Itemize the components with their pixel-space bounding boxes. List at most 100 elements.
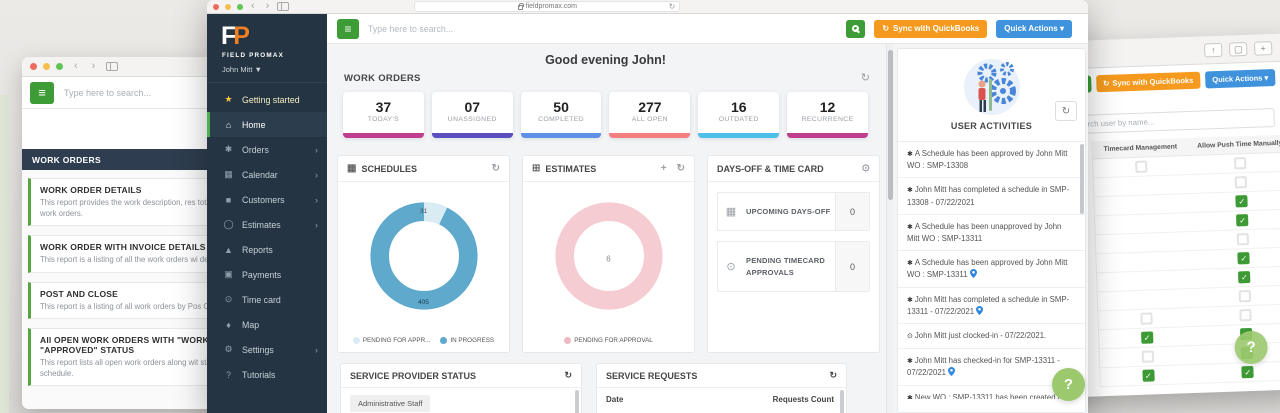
scrollbar[interactable] [840,390,844,413]
sidebar-item-time-card[interactable]: ⊙ Time card [207,287,327,312]
global-search-input[interactable] [368,23,838,34]
list-item[interactable]: ✱New WO : SMP-13311 has been created by … [898,386,1085,399]
list-item[interactable]: ✱ John Mitt has checked-in for SMP-13311 … [898,349,1085,386]
menu-button[interactable]: ≡ [30,81,54,104]
orders-icon: ✱ [224,144,233,154]
minimize-window-button[interactable] [225,3,231,10]
push-time-checkbox[interactable]: ✓ [1236,214,1249,227]
sidebar-item-reports[interactable]: ▲ Reports [207,237,327,262]
share-icon[interactable]: ↑ [1203,42,1223,57]
app-topbar: ≡ ↻Sync with QuickBooks Quick Actions ▾ [327,14,1088,44]
push-time-checkbox[interactable] [1236,233,1250,246]
sidebar-item-orders[interactable]: ✱ Orders › [207,137,327,162]
push-time-checkbox[interactable]: ✓ [1235,195,1248,208]
list-item[interactable]: ✱ John Mitt has completed a schedule in S… [898,178,1085,215]
new-tab-icon[interactable]: + [1253,40,1273,56]
sidebar-item-home[interactable]: ⌂ Home [207,112,327,137]
back-icon[interactable]: ‹ [74,60,78,72]
push-time-checkbox[interactable] [1234,157,1247,170]
list-item[interactable]: ⊙ John Mitt just clocked-in - 07/22/2021. [898,324,1085,350]
sidebar-toggle-icon[interactable] [106,62,119,71]
upcoming-daysoff-row[interactable]: ▦ UPCOMING DAYS-OFF 0 [717,192,870,232]
push-time-checkbox[interactable]: ✓ [1237,252,1250,265]
row-label: PENDING TIMECARD APPROVALS [746,256,826,277]
sidebar-item-payments[interactable]: ▣ Payments [207,262,327,287]
scrollbar-thumb[interactable] [1080,144,1084,214]
pending-timecard-row[interactable]: ⊙ PENDING TIMECARD APPROVALS 0 [717,241,870,292]
location-pin-icon[interactable] [969,269,977,279]
timecard-checkbox[interactable]: ✓ [1140,331,1154,344]
stat-card-recurrence[interactable]: 12 RECURRENCE [787,92,868,138]
stat-card-unassigned[interactable]: 07 UNASSIGNED [431,92,513,138]
table-cell [1096,232,1192,253]
refresh-icon[interactable]: ↻ [491,163,500,174]
timecard-checkbox[interactable] [1134,160,1148,173]
scrollbar-thumb[interactable] [888,50,893,200]
sync-quickbooks-button[interactable]: ↻ Sync with QuickBooks [1095,71,1201,93]
close-window-button[interactable] [30,63,37,70]
user-search-input[interactable] [1066,108,1275,135]
push-time-checkbox[interactable]: ✓ [1238,270,1251,284]
add-icon[interactable]: + [660,163,667,174]
stat-card-all-open[interactable]: 277 ALL OPEN [609,92,691,138]
refresh-icon[interactable]: ↻ [860,72,870,84]
refresh-icon[interactable]: ↻ [676,163,685,174]
stat-card-completed[interactable]: 50 COMPLETED [520,92,602,138]
tabs-overview-icon[interactable]: ▢ [1228,41,1248,57]
list-item[interactable]: ✱ A Schedule has been unapproved by John … [898,215,1085,252]
refresh-icon[interactable]: ↻ [564,370,572,380]
traffic-lights[interactable] [213,3,243,10]
forward-icon[interactable]: › [265,0,270,12]
sidebar-item-estimates[interactable]: ◯ Estimates › [207,212,327,237]
push-time-checkbox[interactable] [1239,308,1252,322]
stat-card-todays[interactable]: 37 TODAY'S [343,92,424,138]
sidebar-item-calendar[interactable]: ▦ Calendar › [207,162,327,187]
push-time-checkbox[interactable] [1238,289,1252,303]
push-time-checkbox[interactable] [1234,176,1248,189]
menu-button[interactable]: ≡ [337,18,359,39]
push-time-checkbox[interactable]: ✓ [1241,365,1254,379]
user-menu[interactable]: John Mitt ▼ [207,59,327,83]
sidebar-toggle-icon[interactable] [277,2,290,11]
location-pin-icon[interactable] [948,367,956,377]
minimize-window-button[interactable] [43,63,50,70]
panel-title: DAYS-OFF & TIME CARD [717,163,824,174]
list-item[interactable]: ✱ A Schedule has been approved by John Mi… [898,251,1085,288]
help-button[interactable]: ? [1052,368,1085,401]
report-title: WORK ORDER WITH INVOICE DETAILS [40,242,206,253]
timecard-checkbox[interactable] [1141,350,1154,363]
search-input[interactable] [64,87,276,98]
refresh-icon[interactable]: ↻ [829,370,837,380]
refresh-button[interactable]: ↻ [1055,101,1077,121]
close-window-button[interactable] [213,3,219,10]
stat-color-bar [431,133,513,138]
location-pin-icon[interactable] [976,305,984,315]
search-button[interactable] [846,19,866,38]
sidebar-item-settings[interactable]: ⚙ Settings › [207,337,327,362]
sidebar-item-tutorials[interactable]: ? Tutorials [207,362,327,387]
zoom-window-button[interactable] [56,63,63,70]
stat-card-outdated[interactable]: 16 OUTDATED [698,92,780,138]
quick-actions-button[interactable]: Quick Actions ▾ [996,19,1072,38]
sidebar-item-getting-started[interactable]: ★ Getting started [207,87,327,112]
address-bar[interactable]: fieldpromax.com ↻ [414,1,681,12]
content-scrollbar[interactable] [886,44,893,413]
timecard-checkbox[interactable]: ✓ [1142,369,1155,382]
list-item[interactable]: ✱ A Schedule has been approved by John Mi… [898,142,1085,179]
logo-letter-f: F [221,22,236,50]
timecard-checkbox[interactable] [1140,312,1153,325]
quick-actions-button[interactable]: Quick Actions ▾ [1204,69,1276,89]
refresh-icon[interactable]: ↻ [668,1,676,11]
staff-filter-chip[interactable]: Administrative Staff [350,395,431,412]
sidebar-item-customers[interactable]: ■ Customers › [207,187,327,212]
sidebar-item-map[interactable]: ♦ Map [207,312,327,337]
back-icon[interactable]: ‹ [251,0,255,12]
forward-icon[interactable]: › [91,60,96,72]
sync-quickbooks-button[interactable]: ↻ Sync with QuickBooks [874,19,988,38]
table-cell: ✓ [1190,209,1280,231]
list-item[interactable]: ✱ John Mitt has completed a schedule in S… [898,288,1085,325]
scrollbar[interactable] [575,390,579,413]
zoom-window-button[interactable] [237,3,243,10]
map-pin-icon: ♦ [226,319,231,330]
traffic-lights[interactable] [30,63,63,70]
